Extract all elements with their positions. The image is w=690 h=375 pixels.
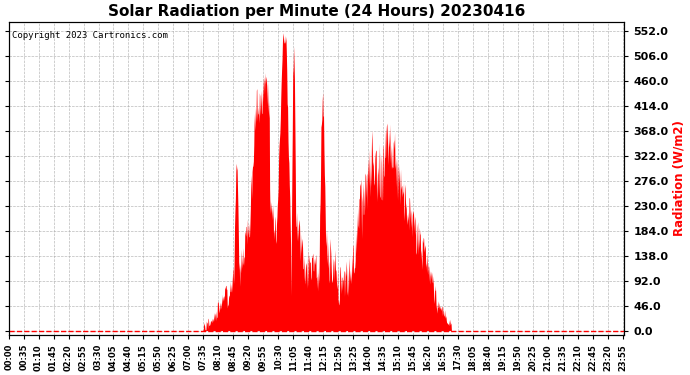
Y-axis label: Radiation (W/m2): Radiation (W/m2) — [673, 120, 686, 236]
Title: Solar Radiation per Minute (24 Hours) 20230416: Solar Radiation per Minute (24 Hours) 20… — [108, 4, 525, 19]
Text: Copyright 2023 Cartronics.com: Copyright 2023 Cartronics.com — [12, 31, 168, 40]
